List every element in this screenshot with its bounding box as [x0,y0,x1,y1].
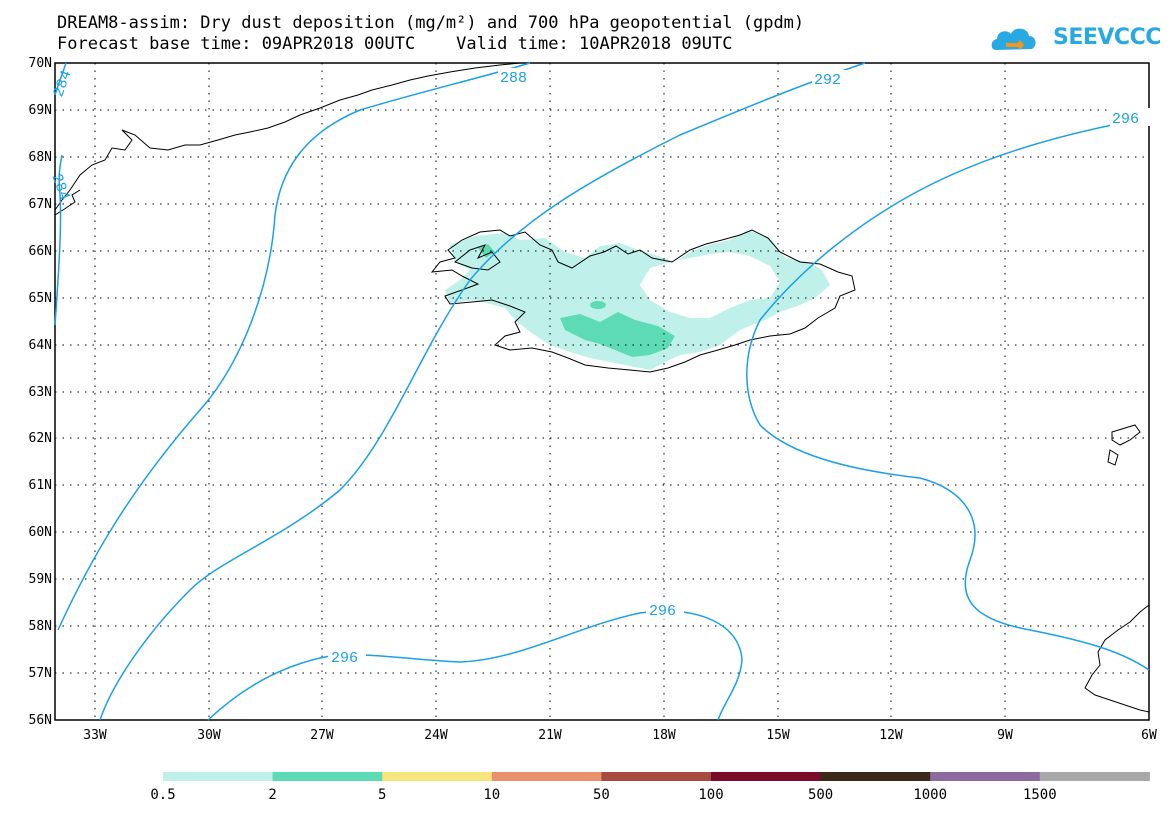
contour-288 [57,62,531,631]
lat-label: 68N [28,149,52,165]
colorbar-label: 10 [483,787,501,803]
greenland-coastline [54,62,521,211]
dust-area-medium [560,312,675,357]
lon-label: 33W [83,728,107,743]
contour-296-ne [746,117,1150,671]
colorbar-swatch [382,772,493,781]
seevccc-cloud-logo-icon [991,28,1036,50]
colorbar-label: 500 [807,787,834,803]
dust-area-white-interior [640,252,780,318]
lat-label: 67N [28,196,52,212]
contour-label-292: 292 [814,72,841,89]
colorbar-swatch [491,772,602,781]
map-title-line2: Forecast base time: 09APR2018 00UTC Vali… [57,34,733,54]
colorbar [163,772,1150,781]
lat-label: 69N [28,102,52,118]
contour-label-296-south-1: 296 [331,650,358,667]
lat-label: 65N [28,290,52,306]
lat-label: 58N [28,619,52,635]
lat-label: 62N [28,431,52,447]
scotland-coastline [1084,604,1150,713]
logo-text: SEEVCCC [1053,25,1161,50]
colorbar-swatch [930,772,1041,781]
contour-label-288: 288 [500,70,527,87]
lon-label: 12W [879,728,903,743]
colorbar-swatch [163,772,274,781]
colorbar-swatch [1039,772,1150,781]
colorbar-label: 2 [268,787,277,803]
colorbar-label: 50 [592,787,610,803]
contour-296-south [207,610,743,721]
lat-label: 70N [28,56,52,71]
colorbar-label: 0.5 [150,787,176,803]
geopotential-contours [54,62,1150,721]
faroe-islands [1111,424,1141,446]
iceland-coastline [430,229,856,373]
contour-284-b [54,154,63,326]
lon-label: 15W [766,728,790,743]
lon-label: 9W [997,728,1013,743]
faroe-islands-2 [1107,449,1119,466]
lon-label: 21W [538,728,562,743]
coastlines [54,62,1150,713]
map-title-line1: DREAM8-assim: Dry dust deposition (mg/m²… [57,13,805,33]
colorbar-swatch [820,772,931,781]
colorbar-swatch [272,772,383,781]
lat-label: 57N [28,666,52,682]
contour-284-a [54,62,67,96]
contour-label-296-south-2: 296 [649,603,676,620]
lon-label: 24W [424,728,448,743]
lat-label: 59N [28,572,52,588]
lat-label: 56N [28,713,52,729]
iceland-westfjords-detail [453,244,501,271]
dust-deposition-shading [445,230,830,370]
greenland-coastline-2 [54,189,81,216]
lat-label: 63N [28,384,52,400]
lon-label: 27W [310,728,334,743]
colorbar-label: 1000 [913,787,948,803]
colorbar-swatch [711,772,822,781]
colorbar-swatch [601,772,712,781]
colorbar-label: 5 [377,787,387,803]
lat-label: 66N [28,243,52,259]
lon-label: 18W [652,728,676,743]
dust-area-medium-small [590,301,606,309]
contour-292 [99,62,866,721]
lat-label: 61N [28,478,52,494]
lat-label: 60N [28,525,52,541]
colorbar-label: 100 [698,787,724,803]
dust-area-medium-nw [478,244,495,258]
contour-label-296-ne: 296 [1112,111,1139,128]
contour-label-284-a: 284 [50,68,75,99]
colorbar-label: 1500 [1022,787,1057,803]
lat-label: 64N [28,337,52,353]
lon-label: 30W [197,728,221,743]
lon-label: 6W [1141,728,1157,743]
